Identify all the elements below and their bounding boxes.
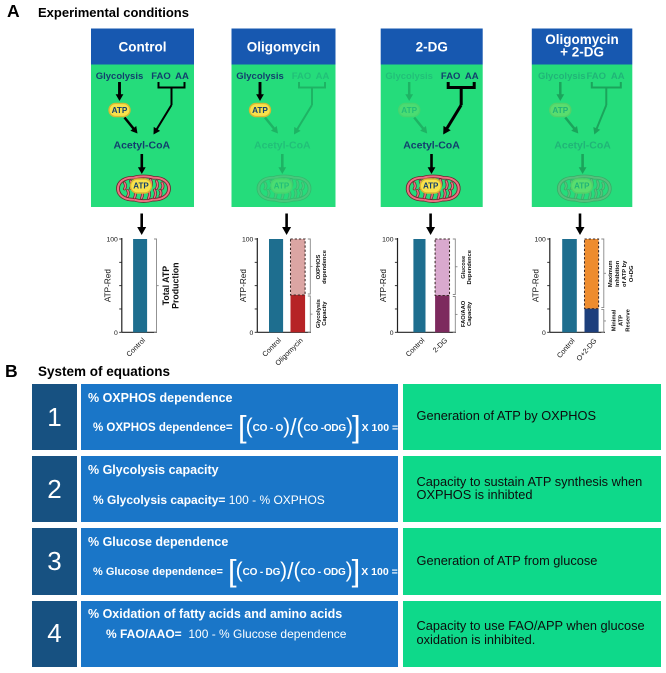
svg-text:ATP: ATP	[112, 106, 128, 115]
svg-text:dependence: dependence	[322, 249, 328, 284]
svg-text:ATP: ATP	[552, 106, 568, 115]
svg-text:AA: AA	[175, 71, 189, 82]
svg-text:ATP: ATP	[274, 182, 290, 191]
svg-text:Glycolysis: Glycolysis	[316, 299, 322, 328]
svg-text:Oligomycin: Oligomycin	[545, 32, 619, 47]
svg-text:100: 100	[534, 237, 546, 244]
svg-text:0: 0	[114, 330, 118, 337]
svg-text:AA: AA	[316, 71, 330, 82]
svg-text:0: 0	[542, 330, 546, 337]
svg-text:2-DG: 2-DG	[431, 336, 450, 355]
svg-text:FAO: FAO	[151, 71, 171, 82]
svg-text:Control: Control	[119, 40, 167, 55]
svg-text:ATP: ATP	[619, 315, 625, 326]
svg-text:FAO: FAO	[292, 71, 312, 82]
svg-text:Capacity: Capacity	[467, 301, 473, 326]
svg-text:Reserve: Reserve	[626, 308, 632, 331]
svg-text:ATP: ATP	[401, 106, 417, 115]
svg-text:ATP-Red: ATP-Red	[532, 269, 541, 303]
svg-text:2-DG: 2-DG	[416, 40, 448, 55]
svg-text:Control: Control	[555, 336, 577, 360]
svg-text:0: 0	[390, 330, 394, 337]
svg-text:Minimal: Minimal	[611, 309, 617, 331]
svg-text:O+DG: O+DG	[629, 265, 635, 282]
svg-text:Glycolysis: Glycolysis	[538, 71, 586, 82]
svg-text:ATP-Red: ATP-Red	[239, 269, 248, 303]
svg-text:of ATP by: of ATP by	[622, 260, 628, 287]
svg-text:0: 0	[250, 330, 254, 337]
svg-text:ATP-Red: ATP-Red	[379, 269, 388, 303]
svg-text:Glucose: Glucose	[461, 255, 467, 279]
svg-text:Control: Control	[404, 336, 427, 359]
svg-text:Acetyl-CoA: Acetyl-CoA	[254, 140, 311, 152]
svg-text:Maximum: Maximum	[608, 260, 614, 287]
svg-text:Oligomycin: Oligomycin	[247, 40, 321, 55]
svg-text:100: 100	[242, 237, 254, 244]
svg-text:Acetyl-CoA: Acetyl-CoA	[554, 140, 611, 152]
svg-text:AA: AA	[611, 71, 625, 82]
svg-text:ATP: ATP	[574, 182, 590, 191]
svg-text:AA: AA	[465, 71, 479, 82]
svg-text:Total ATP: Total ATP	[161, 266, 171, 306]
svg-text:FAO: FAO	[587, 71, 607, 82]
svg-text:100: 100	[106, 237, 118, 244]
svg-text:Capacity: Capacity	[322, 301, 328, 326]
svg-text:OXPHOS: OXPHOS	[316, 254, 322, 279]
svg-text:Acetyl-CoA: Acetyl-CoA	[114, 140, 171, 152]
svg-text:ATP: ATP	[252, 106, 268, 115]
svg-text:100: 100	[382, 237, 394, 244]
svg-text:FAO: FAO	[441, 71, 461, 82]
svg-text:FAO/AAO: FAO/AAO	[461, 300, 467, 327]
svg-text:inhibition: inhibition	[615, 260, 621, 287]
svg-text:Glycolysis: Glycolysis	[385, 71, 433, 82]
svg-text:ATP: ATP	[423, 182, 439, 191]
svg-text:Glycolysis: Glycolysis	[96, 71, 144, 82]
svg-text:Production: Production	[171, 262, 181, 308]
svg-text:+ 2-DG: + 2-DG	[560, 45, 604, 60]
svg-text:ATP-Red: ATP-Red	[104, 269, 113, 303]
svg-text:Control: Control	[124, 336, 147, 359]
svg-text:Acetyl-CoA: Acetyl-CoA	[403, 140, 460, 152]
svg-text:Dependence: Dependence	[467, 249, 473, 284]
svg-text:ATP: ATP	[133, 182, 149, 191]
svg-text:Glycolysis: Glycolysis	[236, 71, 284, 82]
svg-text:O+2-DG: O+2-DG	[574, 336, 598, 363]
